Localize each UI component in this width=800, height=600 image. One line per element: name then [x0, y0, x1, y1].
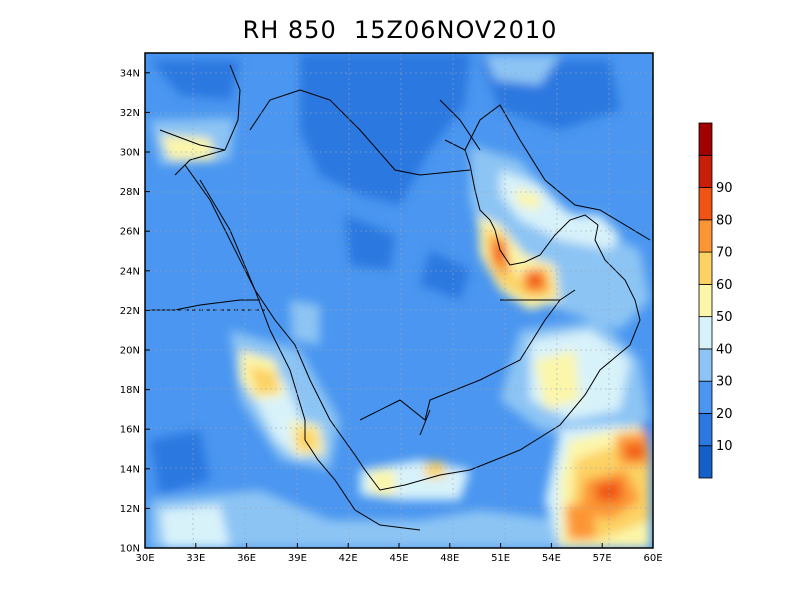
- coastlines: [150, 64, 651, 531]
- lat-tick-label: 28N: [120, 187, 140, 198]
- colorbar-label: 10: [716, 439, 733, 454]
- colorbar-segment: [698, 251, 713, 285]
- lat-tick-label: 26N: [120, 227, 140, 238]
- orange-zone-asir: [248, 365, 280, 395]
- lon-tick-label: 39E: [288, 553, 307, 564]
- lat-tick-label: 30N: [120, 148, 140, 159]
- rh-field: [145, 53, 653, 548]
- iran-coast: [464, 104, 651, 241]
- latitude-axis: 10N 12N 14N 16N 18N 20N 22N 24N 26N 28N 30N 32N 34N: [120, 68, 150, 555]
- colorbar-label: 20: [716, 407, 733, 422]
- yellow-zone-oman: [535, 350, 580, 410]
- deep-red-uae: [528, 274, 542, 288]
- africa-coast: [199, 179, 421, 531]
- colorbar-segment: [698, 283, 713, 318]
- chart-title: RH 850 15Z06NOV2010: [242, 16, 558, 44]
- lon-tick-label: 33E: [186, 553, 205, 564]
- border-north: [299, 89, 471, 176]
- humid-zone-caspian: [485, 55, 560, 85]
- lat-tick-label: 34N: [120, 68, 140, 79]
- yellow-zone-med: [160, 135, 215, 160]
- deep-red-sea-1: [595, 480, 622, 502]
- dry-zone-levant: [150, 60, 240, 100]
- border-jordan: [249, 89, 301, 131]
- border-uae: [500, 289, 576, 301]
- levant-coast: [174, 64, 241, 176]
- colorbar-segment: [698, 445, 713, 479]
- colorbar-label: 50: [716, 310, 733, 325]
- colorbar-label: 80: [716, 213, 733, 228]
- humid-zone-south: [150, 490, 560, 548]
- lat-tick-label: 12N: [120, 504, 140, 515]
- longitude-axis: 30E 33E 36E 39E 42E 45E 48E 51E 54E 57E 60E: [135, 543, 663, 564]
- lat-tick-label: 22N: [120, 306, 140, 317]
- deep-red-sea-2: [625, 445, 645, 458]
- med-coast: [159, 129, 226, 151]
- dry-zone-central: [345, 215, 395, 270]
- lat-tick-label: 24N: [120, 266, 140, 277]
- lat-tick-label: 20N: [120, 346, 140, 357]
- lat-tick-label: 14N: [120, 464, 140, 475]
- colorbar-segment: [698, 348, 713, 382]
- colorbar-segment: [698, 316, 713, 350]
- yellow-zone-kuwait: [515, 188, 540, 210]
- red-zone-arabian-sea-3: [565, 505, 595, 540]
- colorbar-label: 90: [716, 181, 733, 196]
- colorbar-label: 30: [716, 375, 733, 390]
- colorbar-label: 40: [716, 342, 733, 357]
- colorbar-label: 70: [716, 246, 733, 261]
- border-yemen: [419, 409, 431, 436]
- colorbar-segment: [698, 187, 713, 221]
- arabia-coast-gulf: [444, 139, 599, 266]
- colorbar: 10 20 30 40 50 60 70 80 90: [698, 122, 733, 479]
- lat-tick-label: 18N: [120, 385, 140, 396]
- colorbar-segment: [698, 122, 713, 156]
- colorbar-label: 60: [716, 278, 733, 293]
- dry-zone-north: [300, 53, 470, 205]
- lon-tick-label: 48E: [440, 553, 459, 564]
- colorbar-segment: [698, 380, 713, 414]
- border-south: [359, 299, 561, 421]
- lon-tick-label: 51E: [491, 553, 510, 564]
- arabia-coast-west-south: [184, 164, 641, 491]
- lat-tick-label: 10N: [120, 544, 140, 555]
- deep-red-qatar: [495, 242, 506, 262]
- tigris: [439, 99, 481, 151]
- orange-zone-bab: [425, 462, 445, 478]
- lon-tick-label: 36E: [237, 553, 256, 564]
- pale-zone-horn: [160, 505, 230, 548]
- dry-zone-africa: [150, 430, 210, 495]
- colorbar-segment: [698, 154, 713, 188]
- lon-tick-label: 30E: [135, 553, 154, 564]
- lat-tick-label: 32N: [120, 108, 140, 119]
- pale-zone-gulf: [500, 170, 620, 250]
- dry-zone-east: [420, 250, 470, 300]
- lat-tick-label: 16N: [120, 425, 140, 436]
- lon-tick-label: 42E: [339, 553, 358, 564]
- colorbar-segment: [698, 413, 713, 447]
- lon-tick-label: 45E: [389, 553, 408, 564]
- lon-tick-label: 60E: [643, 553, 662, 564]
- humid-zone-hejaz: [290, 300, 320, 345]
- lon-tick-label: 57E: [593, 553, 612, 564]
- colorbar-segment: [698, 219, 713, 253]
- lon-tick-label: 54E: [542, 553, 561, 564]
- orange-zone-yemen: [295, 428, 318, 450]
